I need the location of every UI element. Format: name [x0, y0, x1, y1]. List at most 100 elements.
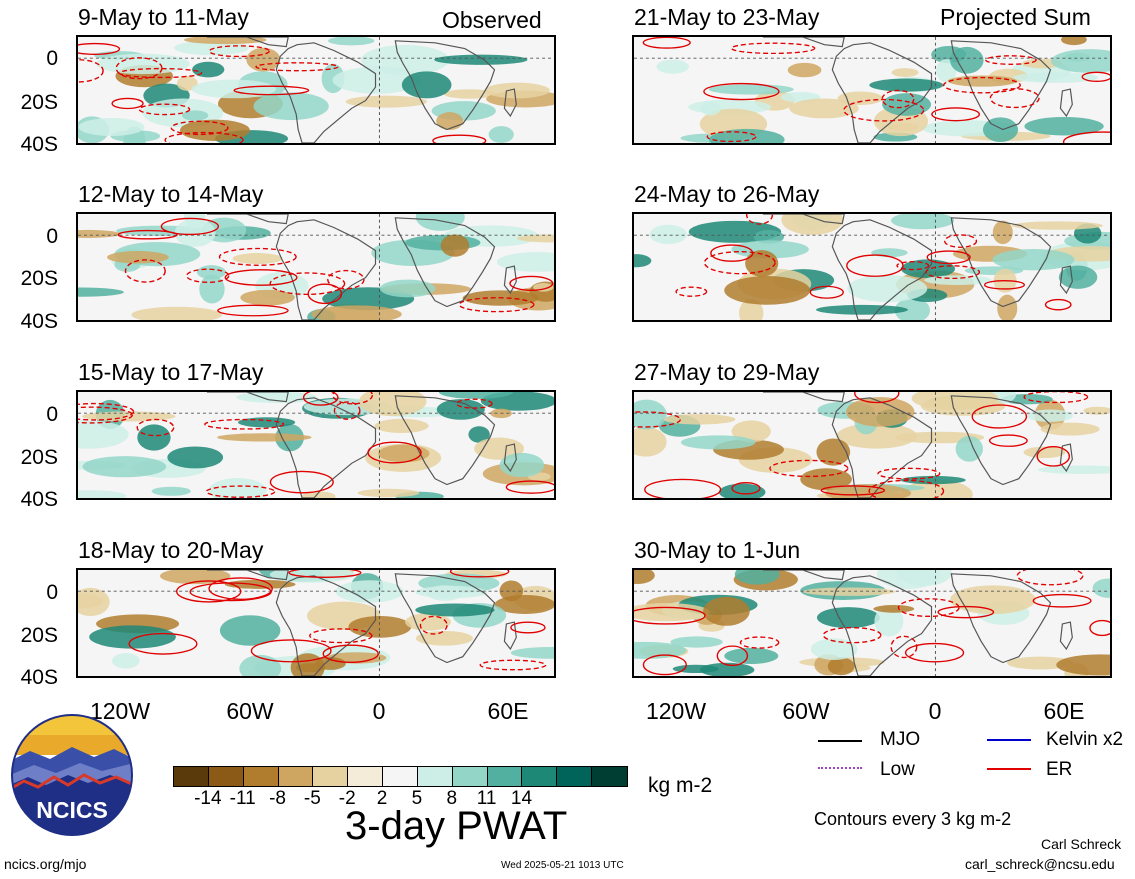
er-contour: [509, 275, 554, 291]
legend-low-label: Low: [880, 759, 915, 780]
er-contour: [332, 392, 374, 405]
er-contour: [160, 217, 220, 236]
colorbar-tick-label: 2: [376, 788, 388, 809]
left-panel-4-title: 18-May to 20-May: [78, 537, 264, 563]
pwat-anomaly-area: [703, 596, 750, 626]
coastline: [1059, 621, 1073, 651]
colorbar-swatch: [348, 767, 384, 786]
y-tick-40s-p3: 40S: [20, 488, 58, 511]
pwat-anomaly-area: [96, 53, 190, 75]
pwat-anomaly-area: [894, 297, 931, 320]
y-tick-20s-p4: 20S: [20, 624, 58, 647]
er-contour: [78, 406, 134, 424]
pwat-anomaly-area: [137, 424, 171, 451]
map-panel-projected-1: [632, 35, 1112, 145]
coastline: [950, 217, 1052, 308]
colorbar-swatch: [557, 767, 593, 786]
coastline: [503, 621, 517, 651]
pwat-anomaly-area: [997, 294, 1018, 320]
coastline: [762, 37, 845, 48]
pwat-anomaly-area: [649, 224, 687, 245]
colorbar-swatch: [313, 767, 349, 786]
map-svg: [634, 214, 1110, 320]
er-contour: [642, 654, 687, 676]
er-contour: [233, 85, 310, 96]
pwat-anomaly-area: [1040, 422, 1100, 436]
pwat-anomaly-area: [167, 446, 224, 469]
x-tick-120w-left: 120W: [89, 698, 151, 724]
pwat-anomaly-area: [78, 587, 110, 617]
er-contour: [1081, 71, 1110, 83]
er-contour: [128, 632, 198, 655]
er-contour: [118, 67, 203, 79]
pwat-anomaly-area: [816, 607, 880, 629]
pwat-anomaly-area: [802, 587, 896, 596]
pwat-anomaly-area: [253, 92, 329, 121]
pwat-anomaly-area: [335, 580, 404, 603]
left-panel-1-title: 9-May to 11-May: [78, 4, 249, 30]
pwat-anomaly-area: [891, 68, 919, 77]
x-tick-60e-right: 60E: [1043, 698, 1085, 724]
pwat-anomaly-area: [488, 126, 514, 143]
colorbar-swatch: [452, 767, 488, 786]
pwat-anomaly-area: [348, 615, 412, 638]
er-contour: [896, 261, 930, 271]
er-contour: [164, 131, 244, 143]
pwat-anomaly-area: [874, 606, 904, 637]
er-contour: [925, 265, 981, 280]
coastline: [206, 570, 289, 581]
pwat-anomaly-area: [846, 397, 915, 427]
coastline: [394, 573, 496, 664]
coastline: [275, 575, 377, 676]
x-tick-0-left: 0: [372, 698, 386, 724]
pwat-anomaly-area: [731, 420, 771, 443]
pwat-anomaly-area: [415, 214, 465, 231]
colorbar-tick-label: -14: [194, 788, 222, 809]
er-contour: [1044, 298, 1072, 311]
pwat-anomaly-area: [468, 426, 490, 443]
colorbar: [173, 766, 628, 787]
right-panel-2-title: 24-May to 26-May: [634, 181, 820, 207]
pwat-anomaly-area: [179, 119, 250, 141]
pwat-anomaly-area: [82, 411, 176, 422]
right-panel-3-title: 27-May to 29-May: [634, 359, 820, 385]
timestamp: Wed 2025-05-21 1013 UTC: [501, 860, 624, 871]
ncics-logo-text: NCICS: [36, 797, 108, 823]
coastline: [831, 397, 933, 498]
pwat-anomaly-area: [1056, 654, 1110, 676]
er-contour: [731, 482, 761, 495]
er-contour: [269, 272, 346, 296]
pwat-anomaly-area: [78, 490, 127, 498]
er-contour: [505, 480, 554, 494]
er-contour: [111, 97, 144, 110]
er-contour: [897, 598, 960, 618]
contours-note: Contours every 3 kg m-2: [814, 809, 1012, 829]
coastline: [831, 219, 933, 320]
coastline: [206, 37, 289, 48]
coastline: [394, 40, 496, 131]
er-contour: [710, 244, 754, 262]
site-url: ncics.org/mjo: [4, 856, 87, 872]
er-contour: [185, 268, 230, 283]
coastline: [1059, 265, 1073, 295]
pwat-anomaly-area: [1037, 465, 1110, 475]
er-contour: [926, 250, 971, 265]
x-tick-120w-right: 120W: [645, 698, 707, 724]
coastline: [950, 395, 1052, 486]
pwat-anomaly-area: [332, 66, 422, 94]
pwat-anomaly-area: [438, 392, 514, 399]
map-svg: [634, 392, 1110, 498]
coastline: [1059, 88, 1073, 118]
pwat-anomaly-area: [634, 399, 667, 430]
er-contour: [881, 89, 915, 109]
er-contour: [124, 259, 166, 283]
pwat-anomaly-area: [827, 657, 855, 676]
map-panel-observed-3: [76, 390, 556, 500]
observed-tag: Observed: [442, 7, 542, 33]
y-tick-40s-p2: 40S: [20, 310, 58, 333]
er-contour: [843, 98, 925, 122]
pwat-anomaly-area: [634, 641, 687, 659]
pwat-anomaly-area: [1092, 578, 1110, 598]
y-tick-0-p4: 0: [46, 581, 58, 604]
pwat-anomaly-area: [181, 110, 209, 121]
